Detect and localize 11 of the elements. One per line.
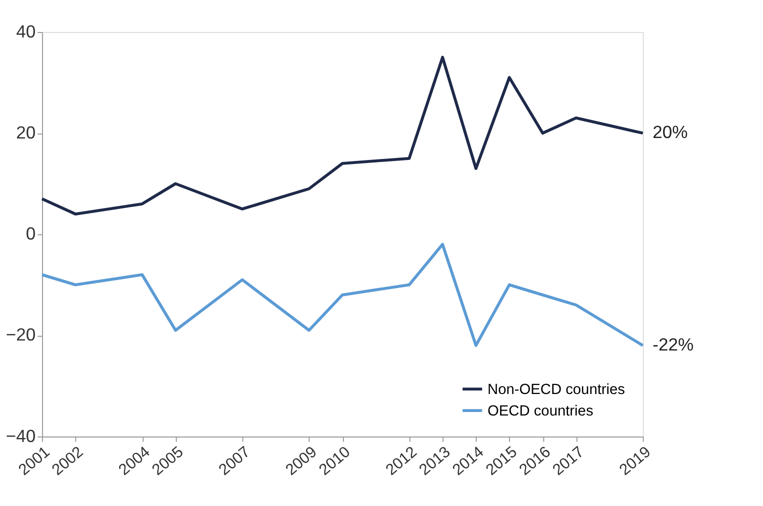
y-tick-label: 20 bbox=[16, 122, 36, 142]
annotation: 20% bbox=[652, 122, 688, 142]
legend-label: Non-OECD countries bbox=[488, 382, 626, 398]
annotation: -22% bbox=[652, 334, 694, 354]
y-tick-label: −20 bbox=[6, 324, 36, 345]
y-tick-label: 40 bbox=[16, 21, 36, 42]
line-series bbox=[40, 56, 644, 216]
line-series bbox=[40, 242, 644, 347]
y-tick-label: −40 bbox=[6, 426, 36, 446]
legend-label: OECD countries bbox=[488, 403, 594, 420]
y-tick-label: 0 bbox=[26, 224, 36, 244]
